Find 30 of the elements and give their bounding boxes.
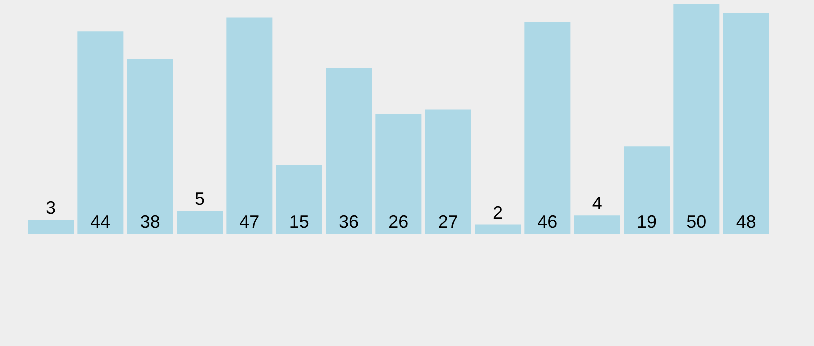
data-label: 2 bbox=[492, 202, 504, 223]
data-label: 5 bbox=[194, 189, 206, 209]
data-label: 27 bbox=[438, 212, 458, 232]
data-label: 48 bbox=[736, 212, 756, 232]
bar bbox=[177, 211, 223, 234]
bar bbox=[226, 18, 273, 234]
bar bbox=[78, 32, 124, 234]
bar bbox=[425, 110, 472, 234]
data-label: 44 bbox=[90, 212, 111, 232]
data-label: 26 bbox=[388, 212, 409, 232]
data-label: 4 bbox=[592, 194, 602, 214]
data-label: 15 bbox=[289, 212, 310, 232]
bar bbox=[674, 4, 720, 234]
bar bbox=[723, 13, 770, 234]
bar bbox=[475, 224, 521, 234]
bar bbox=[276, 165, 322, 234]
bar bbox=[624, 146, 670, 234]
bar bbox=[524, 22, 571, 234]
data-label: 38 bbox=[140, 212, 160, 232]
data-label: 36 bbox=[338, 212, 360, 232]
bar bbox=[326, 68, 372, 234]
bar bbox=[376, 114, 422, 234]
data-label: 47 bbox=[240, 212, 260, 232]
bar bbox=[127, 59, 174, 234]
data-label: 46 bbox=[538, 212, 558, 232]
bar bbox=[574, 216, 620, 234]
data-label: 50 bbox=[686, 212, 707, 232]
bar bbox=[28, 220, 74, 234]
data-label: 19 bbox=[636, 212, 658, 232]
data-label: 3 bbox=[46, 198, 56, 218]
